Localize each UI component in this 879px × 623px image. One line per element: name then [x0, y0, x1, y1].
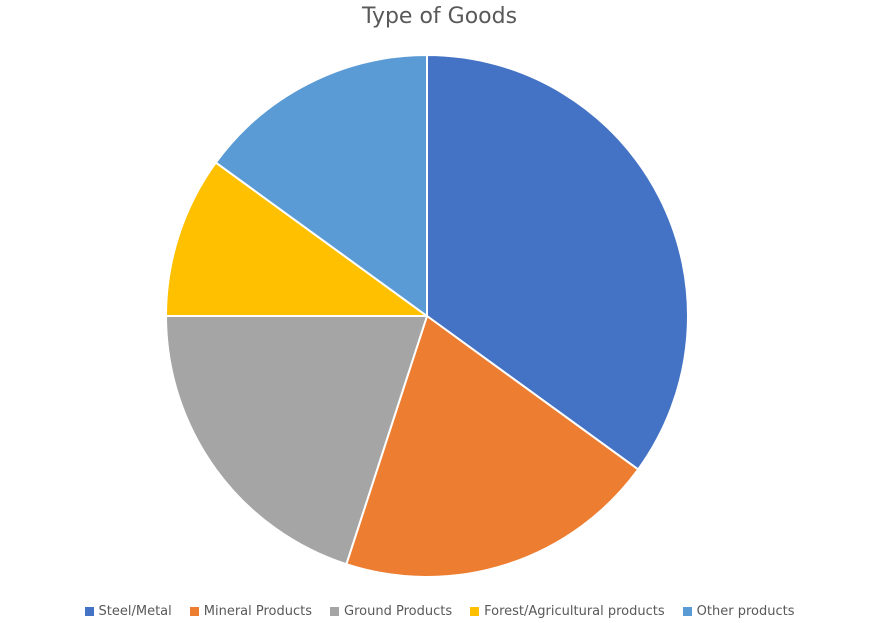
- legend-swatch-ground-products: [330, 606, 340, 616]
- legend-item-mineral-products: Mineral Products: [189, 603, 313, 619]
- pie-slice-ground-products: [165, 315, 428, 566]
- legend-label-other-products: Other products: [696, 603, 795, 619]
- pie-slice-steel-metal: [426, 54, 689, 471]
- legend-item-ground-products: Ground Products: [330, 604, 452, 619]
- legend-item-steel-metal: Steel/Metal: [84, 603, 172, 619]
- legend-label-steel-metal: Steel/Metal: [98, 603, 172, 619]
- legend-swatch-steel-metal: [84, 606, 94, 616]
- legend-label-mineral-products: Mineral Products: [203, 603, 313, 619]
- chart-title: Type of Goods: [361, 4, 518, 29]
- legend-swatch-forest-agricultural-products: [470, 606, 480, 616]
- pie-slice-other-products: [214, 54, 428, 317]
- legend-label-ground-products: Ground Products: [344, 603, 453, 619]
- legend-label-forest-agricultural-products: Forest/Agricultural products: [484, 603, 665, 619]
- legend-item-other-products: Other products: [682, 603, 795, 619]
- legend: Steel/Metal Mineral Products Ground Prod…: [0, 601, 879, 621]
- pie-slice-forest-agricultural-products: [165, 161, 428, 317]
- legend-swatch-other-products: [682, 606, 692, 616]
- pie-slice-mineral-products: [345, 315, 640, 578]
- legend-swatch-mineral-products: [189, 606, 199, 616]
- legend-item-forest-agricultural-products: Forest/Agricultural products: [470, 604, 665, 619]
